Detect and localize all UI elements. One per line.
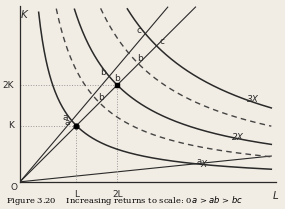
Text: c: c	[159, 37, 164, 46]
Text: 2L: 2L	[112, 190, 123, 199]
Text: c: c	[136, 26, 141, 35]
Text: K: K	[8, 121, 14, 130]
Text: a: a	[65, 118, 70, 127]
Text: K: K	[21, 10, 27, 20]
Text: b: b	[115, 74, 120, 83]
Text: b: b	[98, 93, 104, 102]
Text: b: b	[137, 54, 143, 63]
Text: X: X	[201, 160, 207, 169]
Text: 3X: 3X	[247, 95, 259, 104]
Text: b: b	[100, 69, 106, 78]
Text: a: a	[197, 157, 202, 166]
Text: 2K: 2K	[2, 80, 14, 89]
Text: L: L	[272, 191, 278, 201]
Text: Figure 3.20    Increasing returns to scale: 0$a$ > $ab$ > $bc$: Figure 3.20 Increasing returns to scale:…	[6, 194, 243, 207]
Text: O: O	[10, 184, 17, 192]
Text: L: L	[74, 190, 79, 199]
Text: a: a	[63, 113, 68, 122]
Text: 2X: 2X	[231, 133, 243, 142]
